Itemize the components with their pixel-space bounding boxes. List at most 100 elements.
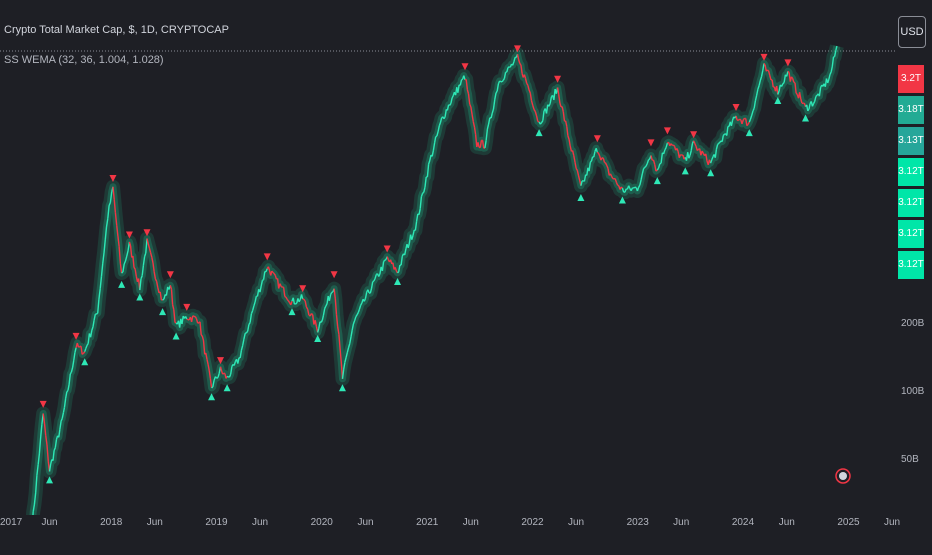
price-tag: 3.12T: [898, 158, 924, 186]
price-segment: [621, 187, 622, 188]
x-tick-label: Jun: [673, 517, 689, 528]
price-segment: [508, 67, 509, 68]
price-segment: [723, 134, 724, 135]
price-segment: [767, 70, 768, 71]
price-segment: [97, 313, 98, 314]
price-segment: [718, 143, 719, 144]
price-segment: [740, 119, 741, 120]
y-tick-label: 200B: [901, 318, 924, 329]
price-segment: [201, 335, 202, 336]
sell-signal-marker: [331, 271, 338, 278]
price-segment: [656, 170, 657, 171]
price-segment: [67, 390, 68, 392]
price-segment: [288, 301, 289, 303]
price-segment: [502, 80, 503, 81]
price-segment: [764, 63, 765, 65]
x-tick-label: Jun: [779, 517, 795, 528]
price-segment: [436, 136, 437, 137]
price-segment: [649, 159, 650, 160]
price-segment: [70, 372, 71, 374]
price-segment: [373, 281, 374, 282]
price-tag: 3.2T: [898, 65, 924, 93]
wema-band-outer: [32, 46, 837, 532]
price-segment: [187, 319, 188, 320]
price-tag: 3.13T: [898, 127, 924, 155]
price-segment: [681, 155, 682, 156]
price-segment: [500, 81, 501, 82]
price-segment: [198, 323, 199, 324]
price-segment: [534, 110, 535, 112]
price-segment: [794, 82, 795, 83]
price-segment: [671, 144, 672, 146]
x-tick-label: Jun: [252, 517, 268, 528]
price-segment: [285, 297, 286, 298]
price-segment: [645, 166, 646, 167]
x-tick-label: Jun: [568, 517, 584, 528]
price-segment: [816, 95, 817, 96]
y-tick-label: 50B: [901, 454, 919, 465]
indicator-legend[interactable]: SS WEMA (32, 36, 1.004, 1.028): [4, 54, 164, 66]
price-segment: [212, 387, 213, 388]
buy-signal-marker: [159, 308, 166, 315]
price-segment: [814, 101, 815, 103]
currency-button[interactable]: USD: [898, 16, 926, 48]
x-tick-label: 2022: [521, 517, 543, 528]
price-segment: [644, 167, 645, 168]
price-segment: [193, 316, 194, 317]
price-segment: [296, 303, 297, 304]
price-segment: [597, 152, 598, 153]
x-tick-label: Jun: [357, 517, 373, 528]
series-group: [32, 45, 837, 532]
sell-signal-marker: [264, 253, 271, 260]
buy-signal-marker: [682, 167, 689, 174]
buy-signal-marker: [118, 281, 125, 288]
price-segment: [697, 149, 698, 150]
x-tick-label: Jun: [463, 517, 479, 528]
price-segment: [287, 299, 288, 300]
price-segment: [274, 274, 275, 276]
price-tag: 3.18T: [898, 96, 924, 124]
price-segment: [311, 314, 312, 315]
x-tick-label: 2024: [732, 517, 754, 528]
price-segment: [87, 344, 88, 346]
price-segment: [520, 64, 521, 65]
price-segment: [590, 161, 591, 162]
price-segment: [788, 71, 789, 72]
price-tag: 3.12T: [898, 251, 924, 279]
price-segment: [84, 352, 85, 354]
price-segment: [602, 158, 603, 159]
price-segment: [398, 272, 399, 273]
x-tick-label: 2025: [837, 517, 859, 528]
price-segment: [452, 96, 453, 98]
x-tick-label: Jun: [884, 517, 900, 528]
price-segment: [605, 162, 606, 163]
price-segment: [719, 142, 720, 143]
price-segment: [673, 145, 674, 146]
sell-signal-marker: [167, 271, 174, 278]
buy-signal-marker: [654, 177, 661, 184]
price-segment: [122, 272, 123, 273]
price-segment: [796, 93, 797, 94]
y-tick-label: 100B: [901, 386, 924, 397]
price-segment: [791, 77, 792, 79]
price-segment: [217, 377, 218, 378]
x-tick-label: 2020: [311, 517, 333, 528]
x-tick-label: 2021: [416, 517, 438, 528]
price-segment: [272, 271, 273, 272]
buy-signal-marker: [577, 194, 584, 201]
x-tick-label: 2023: [627, 517, 649, 528]
sell-signal-marker: [647, 139, 654, 146]
price-segment: [385, 260, 386, 261]
price-segment: [134, 267, 135, 269]
price-tag: 3.12T: [898, 189, 924, 217]
x-tick-label: 2019: [205, 517, 227, 528]
chart-title[interactable]: Crypto Total Market Cap, $, 1D, CRYPTOCA…: [4, 24, 229, 36]
price-segment: [384, 260, 385, 261]
price-segment: [262, 280, 263, 281]
price-segment: [634, 187, 635, 188]
price-segment: [462, 79, 463, 80]
price-segment: [783, 83, 784, 84]
x-tick-label: 2017: [0, 517, 22, 528]
